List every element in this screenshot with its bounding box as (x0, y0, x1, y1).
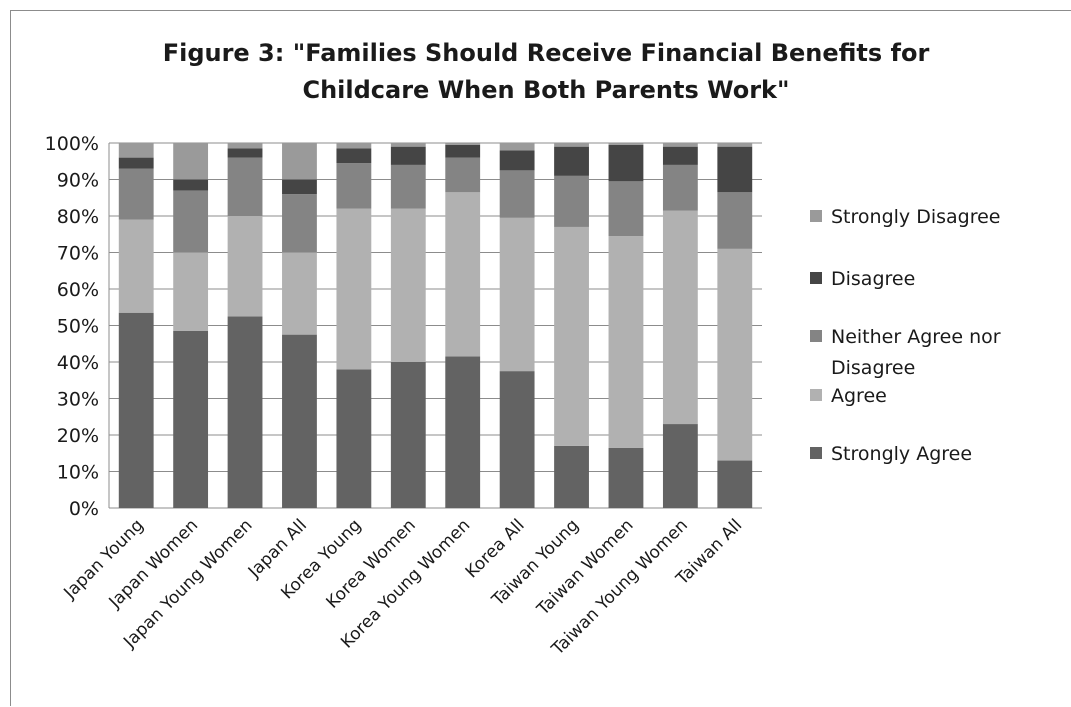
bar-segment-strongly-agree (118, 312, 154, 508)
bar-segment-strongly-disagree (717, 143, 753, 147)
bar-segment-strongly-agree (608, 447, 644, 508)
chart-title-line: Childcare When Both Parents Work" (302, 76, 789, 104)
bar-segment-disagree (608, 144, 644, 182)
bar-segment-disagree (717, 146, 753, 193)
bar-segment-disagree (282, 179, 317, 195)
bar-segment-strongly-disagree (173, 143, 209, 180)
bar-segment-strongly-disagree (227, 143, 263, 149)
legend-label: Disagree (831, 268, 915, 290)
bar-segment-neither-agree-nor-disagree (608, 181, 644, 237)
y-tick-label: 20% (57, 425, 99, 447)
x-category-label: Taiwan Women (533, 515, 638, 620)
bar-segment-neither-agree-nor-disagree (282, 194, 317, 253)
bar-segment-disagree (118, 157, 154, 169)
bar-segment-disagree (662, 146, 698, 165)
bar-segment-strongly-disagree (336, 143, 372, 149)
y-tick-label: 60% (57, 279, 99, 301)
bar-segment-strongly-agree (227, 316, 263, 508)
stacked-bar-chart: Figure 3: "Families Should Receive Finan… (45, 39, 1001, 660)
y-tick-label: 50% (57, 316, 99, 338)
y-tick-label: 80% (57, 206, 99, 228)
bar-segment-strongly-disagree (608, 143, 644, 145)
bar-segment-agree (662, 210, 698, 425)
legend-swatch (810, 330, 822, 342)
bar-segment-agree (499, 217, 535, 372)
bar-segment-neither-agree-nor-disagree (445, 157, 481, 193)
bar-segment-neither-agree-nor-disagree (554, 175, 589, 227)
bars (118, 143, 753, 508)
bar-segment-neither-agree-nor-disagree (173, 190, 209, 253)
bar-segment-agree (445, 192, 481, 357)
bar-segment-strongly-agree (390, 362, 426, 508)
bar-segment-agree (554, 226, 589, 446)
bar-segment-agree (227, 216, 263, 317)
legend-swatch (810, 389, 822, 401)
bar-segment-agree (390, 208, 426, 362)
bar-segment-strongly-agree (445, 356, 481, 508)
bar-segment-disagree (445, 144, 481, 158)
bar-segment-strongly-disagree (499, 143, 535, 151)
bar-segment-strongly-agree (717, 460, 753, 508)
legend-label: Strongly Disagree (831, 206, 1000, 228)
bar-segment-disagree (336, 148, 372, 164)
bar-segment-strongly-disagree (390, 143, 426, 147)
bar-segment-agree (173, 252, 209, 331)
bar-segment-strongly-disagree (282, 143, 317, 180)
legend-label: Strongly Agree (831, 443, 972, 465)
bar-segment-neither-agree-nor-disagree (499, 170, 535, 218)
y-tick-label: 10% (57, 462, 99, 484)
y-axis-ticks: 0% 10% 20% 30% 40% 50% 60% 70% 80% 90% 100% (45, 133, 99, 520)
bar-segment-disagree (173, 179, 209, 191)
bar-segment-agree (608, 236, 644, 448)
chart-title-line: Figure 3: "Families Should Receive Finan… (163, 39, 930, 67)
bar-segment-neither-agree-nor-disagree (336, 163, 372, 209)
legend-swatch (810, 210, 822, 222)
bar-segment-strongly-disagree (662, 143, 698, 147)
bar-segment-strongly-agree (336, 369, 372, 508)
gridlines (108, 142, 762, 509)
y-tick-label: 70% (57, 243, 99, 265)
legend-label-line: Disagree (831, 357, 915, 379)
bar-segment-agree (118, 219, 154, 313)
bar-segment-strongly-disagree (554, 143, 589, 147)
bar-segment-disagree (390, 146, 426, 165)
legend-swatch (810, 447, 822, 459)
bar-segment-neither-agree-nor-disagree (227, 157, 263, 216)
bar-segment-neither-agree-nor-disagree (390, 164, 426, 209)
legend-label: Neither Agree nor Disagree (831, 326, 1001, 379)
bar-segment-strongly-agree (499, 371, 535, 508)
bar-segment-strongly-agree (662, 424, 698, 508)
y-tick-label: 40% (57, 352, 99, 374)
bar-segment-disagree (227, 148, 263, 158)
chart-frame: Figure 3: "Families Should Receive Finan… (10, 10, 1071, 706)
bar-segment-strongly-disagree (118, 143, 154, 158)
bar-segment-agree (717, 248, 753, 461)
bar-segment-strongly-agree (173, 330, 209, 508)
bar-segment-neither-agree-nor-disagree (717, 192, 753, 249)
bar-segment-disagree (554, 146, 589, 176)
chart-title: Figure 3: "Families Should Receive Finan… (163, 39, 930, 104)
y-tick-label: 30% (57, 389, 99, 411)
legend-label: Agree (831, 385, 887, 407)
bar-segment-neither-agree-nor-disagree (118, 168, 154, 220)
bar-segment-strongly-agree (554, 445, 589, 508)
y-tick-label: 0% (69, 498, 99, 520)
y-tick-label: 100% (45, 133, 99, 155)
bar-segment-strongly-disagree (445, 143, 481, 145)
bar-segment-agree (336, 208, 372, 370)
y-tick-label: 90% (57, 170, 99, 192)
bar-segment-disagree (499, 150, 535, 171)
bar-segment-neither-agree-nor-disagree (662, 164, 698, 211)
bar-segment-strongly-agree (282, 334, 317, 508)
bar-segment-agree (282, 252, 317, 335)
legend-label-line: Neither Agree nor (831, 326, 1001, 348)
legend-swatch (810, 272, 822, 284)
